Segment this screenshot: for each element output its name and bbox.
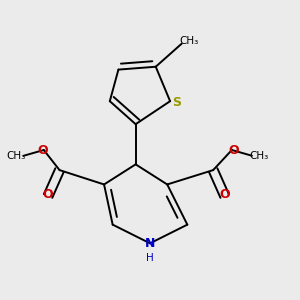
Text: CH₃: CH₃ — [7, 151, 26, 161]
Text: N: N — [145, 237, 155, 250]
Text: O: O — [228, 143, 238, 157]
Text: CH₃: CH₃ — [179, 36, 198, 46]
Text: O: O — [43, 188, 53, 201]
Text: O: O — [37, 143, 48, 157]
Text: H: H — [146, 253, 154, 263]
Text: S: S — [172, 96, 181, 109]
Text: CH₃: CH₃ — [250, 151, 269, 161]
Text: O: O — [219, 188, 230, 201]
